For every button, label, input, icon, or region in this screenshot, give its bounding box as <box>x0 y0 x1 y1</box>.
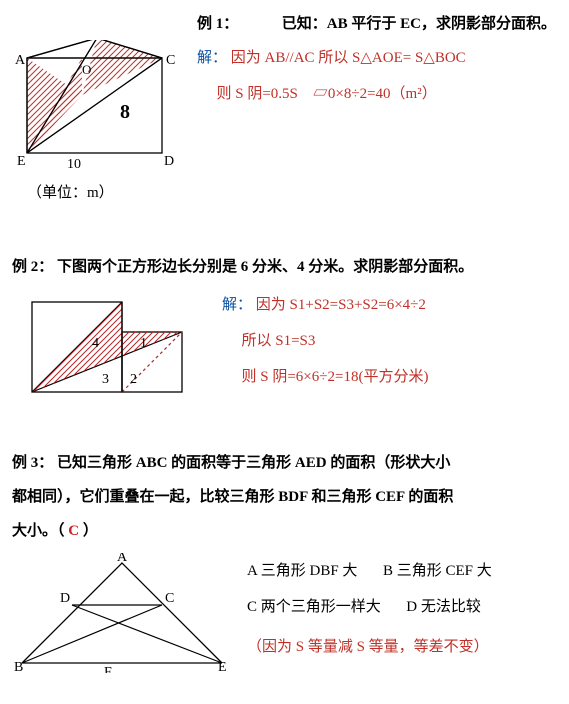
ex3-opts-row1: A 三角形 DBF 大 B 三角形 CEF 大 <box>247 559 557 583</box>
ex2-n2: 2 <box>130 372 137 387</box>
ex2-sol-row3: 则 S 阴=6×6÷2=18(平方分米) <box>242 365 558 389</box>
ex3-pt-F: F <box>104 665 112 673</box>
ex2-label: 例 2： <box>12 259 53 275</box>
ex1-given: 已知：AB 平行于 EC，求阴影部分面积。 <box>282 16 556 32</box>
ex1-pt-D: D <box>164 154 174 169</box>
ex3-reason-row: （因为 S 等量减 S 等量，等差不变） <box>247 635 557 659</box>
ex3-pt-A: A <box>117 553 128 565</box>
ex3-optC: C 两个三角形一样大 <box>247 599 381 615</box>
ex3-reason: （因为 S 等量减 S 等量，等差不变） <box>247 639 489 655</box>
ex1-sol-label: 解： <box>197 50 227 66</box>
ex1-figure: A B C D E O 8 10 <box>12 40 182 175</box>
ex3-answer: C <box>68 523 79 539</box>
ex3-optD: D 无法比较 <box>406 599 481 615</box>
ex3-label: 例 3： <box>12 455 53 471</box>
ex2-n4: 4 <box>92 336 99 351</box>
ex2-n1: 1 <box>140 336 147 351</box>
ex2-figure-wrap: 4 1 3 2 <box>12 287 212 407</box>
ex1-unit: （单位：m） <box>27 181 187 205</box>
ex2-solution: 解： 因为 S1+S2=S3+S2=6×4÷2 所以 S1=S3 则 S 阴=6… <box>222 287 557 395</box>
ex1-pt-E: E <box>17 154 26 169</box>
ex2-sol2: 所以 S1=S3 <box>242 333 316 349</box>
ex3-figure: A B C D E F <box>12 553 232 673</box>
ex1-pt-O: O <box>82 62 91 77</box>
ex3-optB: B 三角形 CEF 大 <box>383 563 492 579</box>
ex1-sol2: 则 S 阴=0.5S ▱0×8÷2=40（m²） <box>217 86 437 102</box>
example-2-heading: 例 2： 下图两个正方形边长分别是 6 分米、4 分米。求阴影部分面积。 <box>12 255 557 279</box>
ex3-q-l3: 大小。（ C ） <box>12 519 557 543</box>
ex3-q3b: ） <box>83 523 98 539</box>
ex1-val10: 10 <box>67 157 81 172</box>
ex3-pt-E: E <box>218 660 227 673</box>
ex2-figure: 4 1 3 2 <box>12 287 207 407</box>
ex1-body: A B C D E O 8 10 （单位：m） 解： 因为 AB//AC 所以 … <box>12 40 557 211</box>
ex3-pt-D: D <box>60 591 70 606</box>
ex1-val8: 8 <box>120 101 130 123</box>
ex1-sol1: 因为 AB//AC 所以 S△AOE= S△BOC <box>231 50 466 66</box>
ex2-n3: 3 <box>102 372 109 387</box>
ex2-sol1: 因为 S1+S2=S3+S2=6×4÷2 <box>256 297 426 313</box>
example-1: 例 1： 已知：AB 平行于 EC，求阴影部分面积。 <box>12 12 557 36</box>
ex1-sol-row2: 则 S 阴=0.5S ▱0×8÷2=40（m²） <box>217 82 558 106</box>
ex2-body: 4 1 3 2 解： 因为 S1+S2=S3+S2=6×4÷2 所以 S1=S3… <box>12 287 557 407</box>
ex1-figure-wrap: A B C D E O 8 10 （单位：m） <box>12 40 187 211</box>
ex1-solution: 解： 因为 AB//AC 所以 S△AOE= S△BOC 则 S 阴=0.5S … <box>197 40 557 112</box>
ex3-pt-B: B <box>14 660 23 673</box>
ex2-sol-row1: 解： 因为 S1+S2=S3+S2=6×4÷2 <box>222 293 557 317</box>
ex2-sol-row2: 所以 S1=S3 <box>242 329 558 353</box>
ex1-sol-row1: 解： 因为 AB//AC 所以 S△AOE= S△BOC <box>197 46 557 70</box>
ex2-sol-label: 解： <box>222 297 252 313</box>
ex3-optA: A 三角形 DBF 大 <box>247 563 357 579</box>
ex3-q-l1: 例 3： 已知三角形 ABC 的面积等于三角形 AED 的面积（形状大小 <box>12 451 557 475</box>
ex1-pt-A: A <box>15 53 26 68</box>
ex3-figure-wrap: A B C D E F <box>12 553 237 673</box>
ex3-body: A B C D E F A 三角形 DBF 大 B 三角形 CEF 大 C 两个… <box>12 553 557 673</box>
ex1-pt-C: C <box>166 53 175 68</box>
ex3-q3a: 大小。（ <box>12 523 65 539</box>
ex3-q1: 已知三角形 ABC 的面积等于三角形 AED 的面积（形状大小 <box>57 455 450 471</box>
ex2-sol3: 则 S 阴=6×6÷2=18(平方分米) <box>242 369 429 385</box>
ex2-question: 下图两个正方形边长分别是 6 分米、4 分米。求阴影部分面积。 <box>57 259 473 275</box>
ex3-opts-row2: C 两个三角形一样大 D 无法比较 <box>247 595 557 619</box>
ex3-options: A 三角形 DBF 大 B 三角形 CEF 大 C 两个三角形一样大 D 无法比… <box>247 553 557 665</box>
ex1-label: 例 1： <box>197 16 238 32</box>
ex3-q-l2: 都相同），它们重叠在一起，比较三角形 BDF 和三角形 CEF 的面积 <box>12 485 557 509</box>
ex1-heading: 例 1： 已知：AB 平行于 EC，求阴影部分面积。 <box>197 12 556 36</box>
ex3-pt-C: C <box>165 591 174 606</box>
example-3-question: 例 3： 已知三角形 ABC 的面积等于三角形 AED 的面积（形状大小 都相同… <box>12 451 557 543</box>
